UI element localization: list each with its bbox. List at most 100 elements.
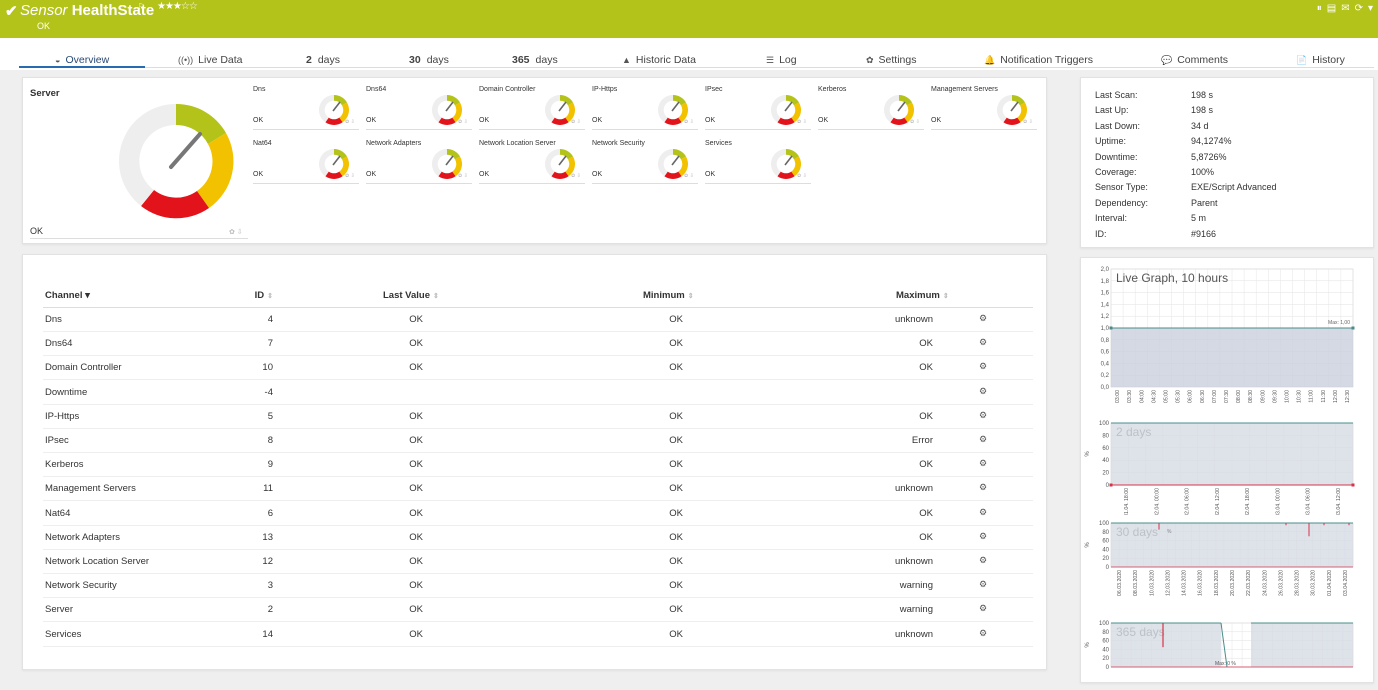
mini-gauge-settings-icon[interactable]: ✿ ⇩	[1023, 119, 1033, 125]
tab-history[interactable]: 📄 History	[1296, 54, 1345, 66]
cell-channel[interactable]: Server	[45, 604, 73, 616]
mini-gauge-settings-icon[interactable]: ✿ ⇩	[571, 173, 581, 179]
table-row[interactable]: Nat64 6 OK OK OK ⚙	[43, 502, 1033, 526]
col-maximum[interactable]: Maximum ⇕	[896, 290, 976, 301]
tab-settings[interactable]: ✿ Settings	[866, 54, 917, 66]
mini-gauge-settings-icon[interactable]: ✿ ⇩	[571, 119, 581, 125]
col-label: Maximum	[896, 290, 940, 301]
tab-notification-triggers[interactable]: 🔔 Notification Triggers	[984, 54, 1093, 66]
table-row[interactable]: Management Servers 11 OK OK unknown ⚙	[43, 477, 1033, 502]
col-id[interactable]: ID ⇕	[233, 290, 273, 301]
mini-gauge[interactable]: Network Security OK ✿ ⇩	[592, 140, 704, 188]
x-tick: 26.03.2020	[1278, 570, 1284, 596]
report-icon[interactable]: ▤	[1326, 3, 1337, 14]
tab-historic-data[interactable]: ▲ Historic Data	[622, 54, 696, 66]
cell-channel[interactable]: Network Adapters	[45, 531, 120, 543]
channel-settings-icon[interactable]: ⚙	[979, 579, 988, 590]
channel-settings-icon[interactable]: ⚙	[979, 506, 988, 517]
table-row[interactable]: Dns64 7 OK OK OK ⚙	[43, 332, 1033, 357]
mini-gauge[interactable]: IP-Https OK ✿ ⇩	[592, 86, 704, 134]
cell-channel[interactable]: Network Location Server	[45, 556, 150, 567]
table-row[interactable]: Network Adapters 13 OK OK OK ⚙	[43, 526, 1033, 550]
gauge-settings-icon[interactable]: ✿ ⇩	[229, 229, 243, 236]
mini-gauge[interactable]: Services OK ✿ ⇩	[705, 140, 817, 188]
info-value: 100%	[1191, 167, 1215, 177]
channel-settings-icon[interactable]: ⚙	[979, 482, 988, 493]
channel-settings-icon[interactable]: ⚙	[979, 555, 988, 565]
table-row[interactable]: IPsec 8 OK OK Error ⚙	[43, 429, 1033, 453]
graph-live[interactable]: 2,0 1,8 1,6 1,4 1,2 1,0 0,8 0,6 0,4 0,2 0,0 03:00 03…	[1081, 263, 1375, 411]
tab-365-days[interactable]: 365 days	[512, 54, 558, 66]
channel-settings-icon[interactable]: ⚙	[979, 458, 988, 469]
cell-channel[interactable]: Domain Controller	[45, 362, 122, 374]
channel-settings-icon[interactable]: ⚙	[979, 603, 988, 614]
table-row[interactable]: Domain Controller 10 OK OK OK ⚙	[43, 356, 1033, 381]
graph-d2[interactable]: 100 80 60 40 20 0 01.04. 18:00 02.04. 00:00 02.0…	[1081, 415, 1375, 517]
table-row[interactable]: Services 14 OK OK unknown ⚙	[43, 623, 1033, 647]
pause-icon[interactable]: ⏸	[1316, 3, 1322, 14]
cell-channel[interactable]: Services	[45, 628, 82, 640]
channel-settings-icon[interactable]: ⚙	[979, 313, 988, 323]
graph-d30[interactable]: 100 80 60 40 20 0 06.03.2020 08.03.2020 10.03.20…	[1081, 517, 1375, 617]
mail-icon[interactable]: ✉	[1341, 3, 1350, 14]
channel-settings-icon[interactable]: ⚙	[979, 361, 988, 372]
col-last-value[interactable]: Last Value ⇕	[383, 290, 463, 301]
cell-channel[interactable]: Nat64	[45, 507, 71, 519]
mini-gauge-settings-icon[interactable]: ✿ ⇩	[458, 173, 468, 179]
table-row[interactable]: Downtime -4 ⚙	[43, 381, 1033, 405]
cell-channel[interactable]: IP-Https	[45, 410, 80, 422]
refresh-icon[interactable]: ⟳	[1354, 3, 1363, 14]
channel-settings-icon[interactable]: ⚙	[979, 337, 988, 348]
mini-gauge[interactable]: Management Servers OK ✿ ⇩	[931, 86, 1043, 134]
mini-gauge[interactable]: Network Location Server OK ✿ ⇩	[479, 140, 591, 188]
table-row[interactable]: Kerberos 9 OK OK OK ⚙	[43, 453, 1033, 478]
table-row[interactable]: Dns 4 OK OK unknown ⚙	[43, 308, 1033, 332]
mini-gauge[interactable]: Domain Controller OK ✿ ⇩	[479, 86, 591, 134]
cell-channel[interactable]: IPsec	[45, 435, 69, 446]
table-row[interactable]: Network Security 3 OK OK warning ⚙	[43, 574, 1033, 599]
col-minimum[interactable]: Minimum ⇕	[643, 290, 723, 301]
channel-settings-icon[interactable]: ⚙	[979, 530, 988, 541]
cell-channel[interactable]: Management Servers	[45, 483, 136, 495]
tab-live-data[interactable]: ((•)) Live Data	[178, 54, 243, 66]
table-row[interactable]: IP-Https 5 OK OK OK ⚙	[43, 405, 1033, 429]
cell-channel[interactable]: Downtime	[45, 386, 88, 398]
tab-comments[interactable]: 💬 Comments	[1161, 54, 1228, 66]
mini-gauge-settings-icon[interactable]: ✿ ⇩	[345, 119, 355, 125]
channel-settings-icon[interactable]: ⚙	[979, 409, 988, 420]
mini-gauge-settings-icon[interactable]: ✿ ⇩	[458, 119, 468, 125]
mini-gauge[interactable]: Dns OK ✿ ⇩	[253, 86, 365, 134]
channel-settings-icon[interactable]: ⚙	[979, 627, 988, 638]
col-channel[interactable]: Channel ▾	[45, 290, 90, 301]
cell-channel[interactable]: Kerberos	[45, 459, 84, 471]
mini-gauge[interactable]: Network Adapters OK ✿ ⇩	[366, 140, 478, 188]
tab-30-days[interactable]: 30 days	[409, 54, 449, 66]
table-row[interactable]: Network Location Server 12 OK OK unknown ⚙	[43, 550, 1033, 574]
channel-settings-icon[interactable]: ⚙	[979, 434, 988, 444]
tab-log[interactable]: ☰ Log	[766, 54, 797, 66]
dropdown-icon[interactable]: ▾	[1367, 3, 1373, 14]
tab-2-days[interactable]: 2 days	[306, 54, 340, 66]
mini-gauge-settings-icon[interactable]: ✿ ⇩	[910, 119, 920, 125]
cell-channel[interactable]: Network Security	[45, 580, 117, 592]
mini-gauge-settings-icon[interactable]: ✿ ⇩	[684, 173, 694, 179]
priority-stars[interactable]: ★★★☆☆	[157, 1, 198, 12]
tab-label: days	[317, 54, 341, 66]
mini-gauge-settings-icon[interactable]: ✿ ⇩	[345, 173, 355, 179]
mini-gauge-settings-icon[interactable]: ✿ ⇩	[797, 119, 807, 125]
mini-gauge[interactable]: IPsec OK ✿ ⇩	[705, 86, 817, 134]
tab-overview[interactable]: ◒ Overview	[55, 54, 109, 66]
table-row[interactable]: Server 2 OK OK warning ⚙	[43, 598, 1033, 623]
flag-icon[interactable]: ⚐	[138, 2, 146, 11]
mini-gauge-settings-icon[interactable]: ✿ ⇩	[797, 173, 807, 179]
server-gauge-status: OK	[30, 226, 44, 236]
y-tick: 0	[1106, 665, 1110, 671]
mini-gauge[interactable]: Dns64 OK ✿ ⇩	[366, 86, 478, 134]
mini-gauge[interactable]: Nat64 OK ✿ ⇩	[253, 140, 365, 188]
channel-settings-icon[interactable]: ⚙	[979, 385, 988, 396]
cell-channel[interactable]: Dns64	[45, 338, 73, 350]
mini-gauge-settings-icon[interactable]: ✿ ⇩	[684, 119, 694, 125]
cell-channel[interactable]: Dns	[45, 314, 62, 325]
mini-gauge[interactable]: Kerberos OK ✿ ⇩	[818, 86, 930, 134]
